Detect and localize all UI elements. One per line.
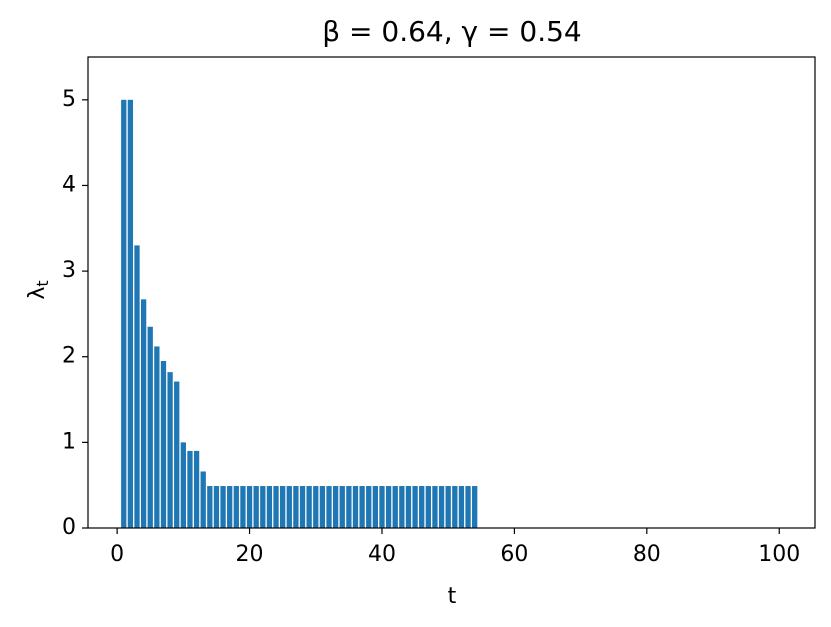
bar xyxy=(438,486,445,528)
bar xyxy=(372,486,379,528)
bar xyxy=(193,450,200,528)
bar xyxy=(458,486,465,528)
y-tick-label: 1 xyxy=(62,429,76,454)
bar xyxy=(399,486,405,528)
x-tick-label: 60 xyxy=(500,542,528,567)
bar xyxy=(180,442,186,528)
bar xyxy=(280,486,286,528)
x-tick-label: 100 xyxy=(758,542,800,567)
bar xyxy=(405,486,412,528)
bar xyxy=(366,486,372,528)
bar xyxy=(452,486,458,528)
y-tick-label: 3 xyxy=(62,258,76,283)
bar xyxy=(220,486,226,528)
bar xyxy=(352,486,359,528)
y-tick-label: 4 xyxy=(62,172,76,197)
bar xyxy=(167,372,173,528)
bar xyxy=(187,450,193,528)
bar xyxy=(379,486,385,528)
x-tick-label: 80 xyxy=(633,542,661,567)
bar xyxy=(240,486,246,528)
y-label-symbol: λ xyxy=(25,287,50,300)
bar xyxy=(147,326,153,528)
y-tick-label: 2 xyxy=(62,344,76,369)
bar xyxy=(412,486,418,528)
bar xyxy=(273,486,279,528)
bar xyxy=(174,381,180,528)
bar xyxy=(233,486,239,528)
bar xyxy=(127,99,134,529)
x-tick-label: 0 xyxy=(110,542,124,567)
bar xyxy=(160,361,167,528)
y-axis-label: λt xyxy=(25,280,52,299)
bar xyxy=(266,486,273,528)
bar xyxy=(154,346,160,528)
bar xyxy=(339,486,345,528)
bar xyxy=(213,486,220,528)
bar xyxy=(200,471,206,528)
bar xyxy=(445,486,451,528)
bar xyxy=(432,486,438,528)
x-axis-label: t xyxy=(448,584,457,609)
bar xyxy=(140,299,147,528)
bar xyxy=(286,486,292,528)
bar xyxy=(465,486,471,528)
bar xyxy=(134,245,140,528)
bar xyxy=(326,486,332,528)
x-tick-label: 20 xyxy=(236,542,264,567)
bar xyxy=(419,486,425,528)
bar xyxy=(319,486,326,528)
bar xyxy=(392,486,398,528)
bar xyxy=(472,486,478,528)
x-tick-label: 40 xyxy=(368,542,396,567)
bar xyxy=(246,486,253,528)
bar xyxy=(299,486,306,528)
y-tick-label: 5 xyxy=(62,87,76,112)
bar xyxy=(253,486,259,528)
bar xyxy=(227,486,233,528)
bar xyxy=(346,486,352,528)
plot-frame xyxy=(87,56,816,529)
bar xyxy=(332,486,339,528)
chart-title: β = 0.64, γ = 0.54 xyxy=(322,15,581,48)
y-tick-label: 0 xyxy=(62,515,76,540)
bar xyxy=(293,486,299,528)
bar xyxy=(121,99,127,529)
bar xyxy=(425,486,431,528)
bar xyxy=(306,486,312,528)
bar xyxy=(260,486,266,528)
bar xyxy=(359,486,365,528)
bar xyxy=(313,486,319,528)
bar xyxy=(385,486,392,528)
bar xyxy=(207,486,213,528)
y-label-subscript: t xyxy=(33,280,52,286)
